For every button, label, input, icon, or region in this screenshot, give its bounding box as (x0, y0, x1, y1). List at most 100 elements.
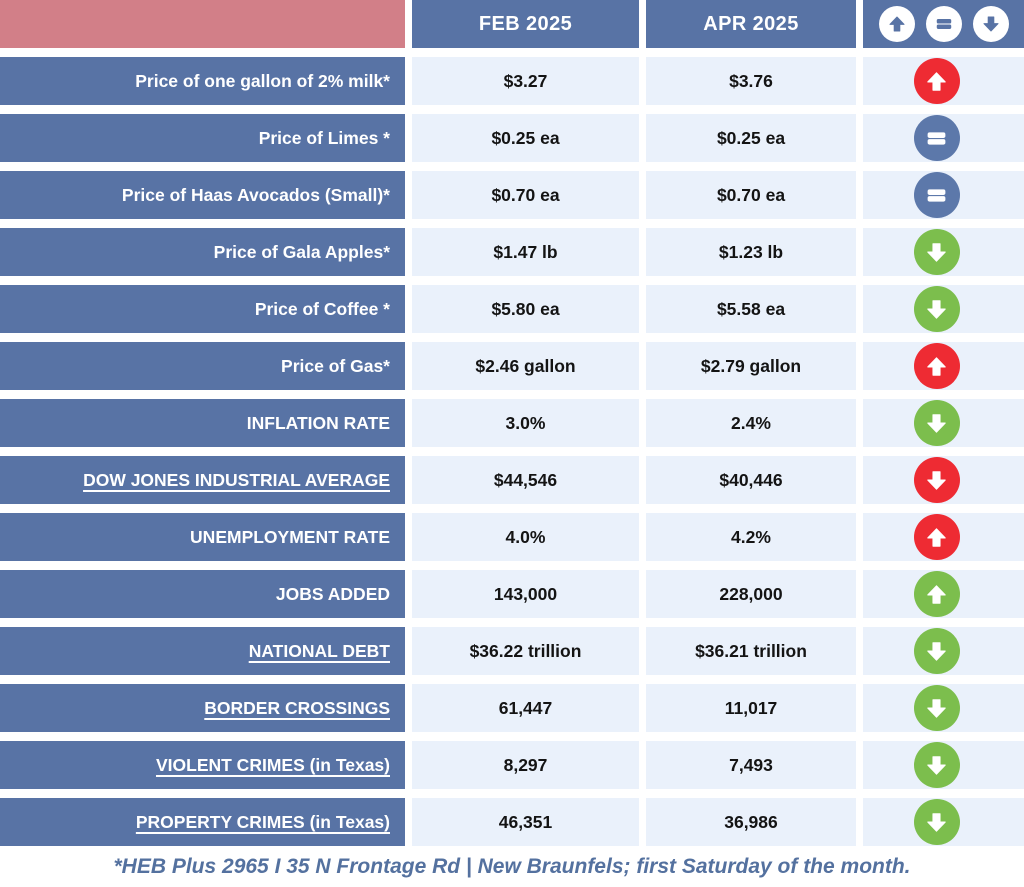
change-indicator (863, 399, 1024, 447)
apr-value: $36.21 trillion (646, 627, 856, 675)
feb-value: 61,447 (412, 684, 639, 732)
apr-value: $0.25 ea (646, 114, 856, 162)
change-indicator (863, 570, 1024, 618)
up-arrow-glyph (927, 71, 946, 91)
apr-value: $3.76 (646, 57, 856, 105)
feb-value: $1.47 lb (412, 228, 639, 276)
row-label: DOW JONES INDUSTRIAL AVERAGE (0, 456, 405, 504)
row-label: INFLATION RATE (0, 399, 405, 447)
feb-value: $3.27 (412, 57, 639, 105)
equals-glyph (927, 131, 946, 145)
apr-value: $5.58 ea (646, 285, 856, 333)
row-label-text: NATIONAL DEBT (248, 640, 390, 661)
change-indicator (863, 114, 1024, 162)
feb-value: $0.70 ea (412, 171, 639, 219)
change-indicator (863, 627, 1024, 675)
feb-value: $2.46 gallon (412, 342, 639, 390)
down-arrow-glyph (927, 299, 946, 319)
down-arrow-glyph (927, 812, 946, 832)
up-arrow-glyph (927, 527, 946, 547)
equals-icon (913, 172, 960, 218)
up-arrow-glyph (888, 16, 905, 32)
comparison-grid: FEB 2025 APR 2025 Price of one gallon of… (0, 0, 1024, 846)
legend-equals-icon (925, 6, 962, 42)
down-arrow-icon (913, 286, 960, 332)
column-header-feb: FEB 2025 (412, 0, 639, 48)
row-label-text: Price of Gas* (281, 355, 390, 376)
change-indicator (863, 513, 1024, 561)
up-arrow-icon (913, 343, 960, 389)
feb-value: 8,297 (412, 741, 639, 789)
row-label-text: JOBS ADDED (275, 583, 390, 604)
down-arrow-icon (913, 685, 960, 731)
apr-value: $40,446 (646, 456, 856, 504)
row-label-text: PROPERTY CRIMES (in Texas) (135, 811, 390, 832)
row-label-text: BORDER CROSSINGS (204, 697, 390, 718)
apr-value: 11,017 (646, 684, 856, 732)
row-label-text: Price of one gallon of 2% milk* (135, 70, 390, 91)
up-arrow-glyph (927, 356, 946, 376)
apr-value: $0.70 ea (646, 171, 856, 219)
down-arrow-glyph (927, 413, 946, 433)
up-arrow-icon (913, 571, 960, 617)
feb-value: $0.25 ea (412, 114, 639, 162)
down-arrow-icon (913, 457, 960, 503)
header-spacer (0, 0, 405, 48)
row-label: BORDER CROSSINGS (0, 684, 405, 732)
feb-value: 4.0% (412, 513, 639, 561)
row-label: PROPERTY CRIMES (in Texas) (0, 798, 405, 846)
row-label-text: UNEMPLOYMENT RATE (190, 526, 390, 547)
apr-value: $2.79 gallon (646, 342, 856, 390)
row-label: VIOLENT CRIMES (in Texas) (0, 741, 405, 789)
row-label-text: INFLATION RATE (246, 412, 390, 433)
change-indicator (863, 342, 1024, 390)
equals-icon (913, 115, 960, 161)
row-label: Price of Coffee * (0, 285, 405, 333)
legend-up-arrow-icon (878, 6, 915, 42)
feb-value: $36.22 trillion (412, 627, 639, 675)
down-arrow-glyph (927, 470, 946, 490)
change-indicator (863, 57, 1024, 105)
change-indicator (863, 456, 1024, 504)
down-arrow-glyph (982, 16, 999, 32)
apr-value: 2.4% (646, 399, 856, 447)
change-indicator (863, 798, 1024, 846)
down-arrow-glyph (927, 698, 946, 718)
down-arrow-icon (913, 742, 960, 788)
column-header-apr: APR 2025 (646, 0, 856, 48)
feb-value: $5.80 ea (412, 285, 639, 333)
equals-glyph (936, 19, 951, 29)
row-label-text: Price of Gala Apples* (213, 241, 390, 262)
down-arrow-icon (913, 628, 960, 674)
down-arrow-icon (913, 400, 960, 446)
down-arrow-icon (913, 229, 960, 275)
change-indicator (863, 228, 1024, 276)
row-label: Price of Gala Apples* (0, 228, 405, 276)
row-label: Price of Gas* (0, 342, 405, 390)
row-label: Price of Limes * (0, 114, 405, 162)
row-label: UNEMPLOYMENT RATE (0, 513, 405, 561)
down-arrow-glyph (927, 641, 946, 661)
apr-value: 228,000 (646, 570, 856, 618)
apr-value: 7,493 (646, 741, 856, 789)
apr-value: 36,986 (646, 798, 856, 846)
row-label-text: DOW JONES INDUSTRIAL AVERAGE (83, 469, 390, 490)
row-label: Price of Haas Avocados (Small)* (0, 171, 405, 219)
feb-value: 143,000 (412, 570, 639, 618)
row-label-text: Price of Haas Avocados (Small)* (121, 184, 390, 205)
feb-value: $44,546 (412, 456, 639, 504)
change-indicator (863, 741, 1024, 789)
apr-value: 4.2% (646, 513, 856, 561)
row-label: NATIONAL DEBT (0, 627, 405, 675)
up-arrow-glyph (927, 584, 946, 604)
legend-down-arrow-icon (972, 6, 1009, 42)
apr-value: $1.23 lb (646, 228, 856, 276)
legend (863, 0, 1024, 48)
change-indicator (863, 171, 1024, 219)
row-label: JOBS ADDED (0, 570, 405, 618)
up-arrow-icon (913, 514, 960, 560)
change-indicator (863, 684, 1024, 732)
feb-value: 3.0% (412, 399, 639, 447)
footnote: *HEB Plus 2965 I 35 N Frontage Rd | New … (113, 854, 911, 878)
